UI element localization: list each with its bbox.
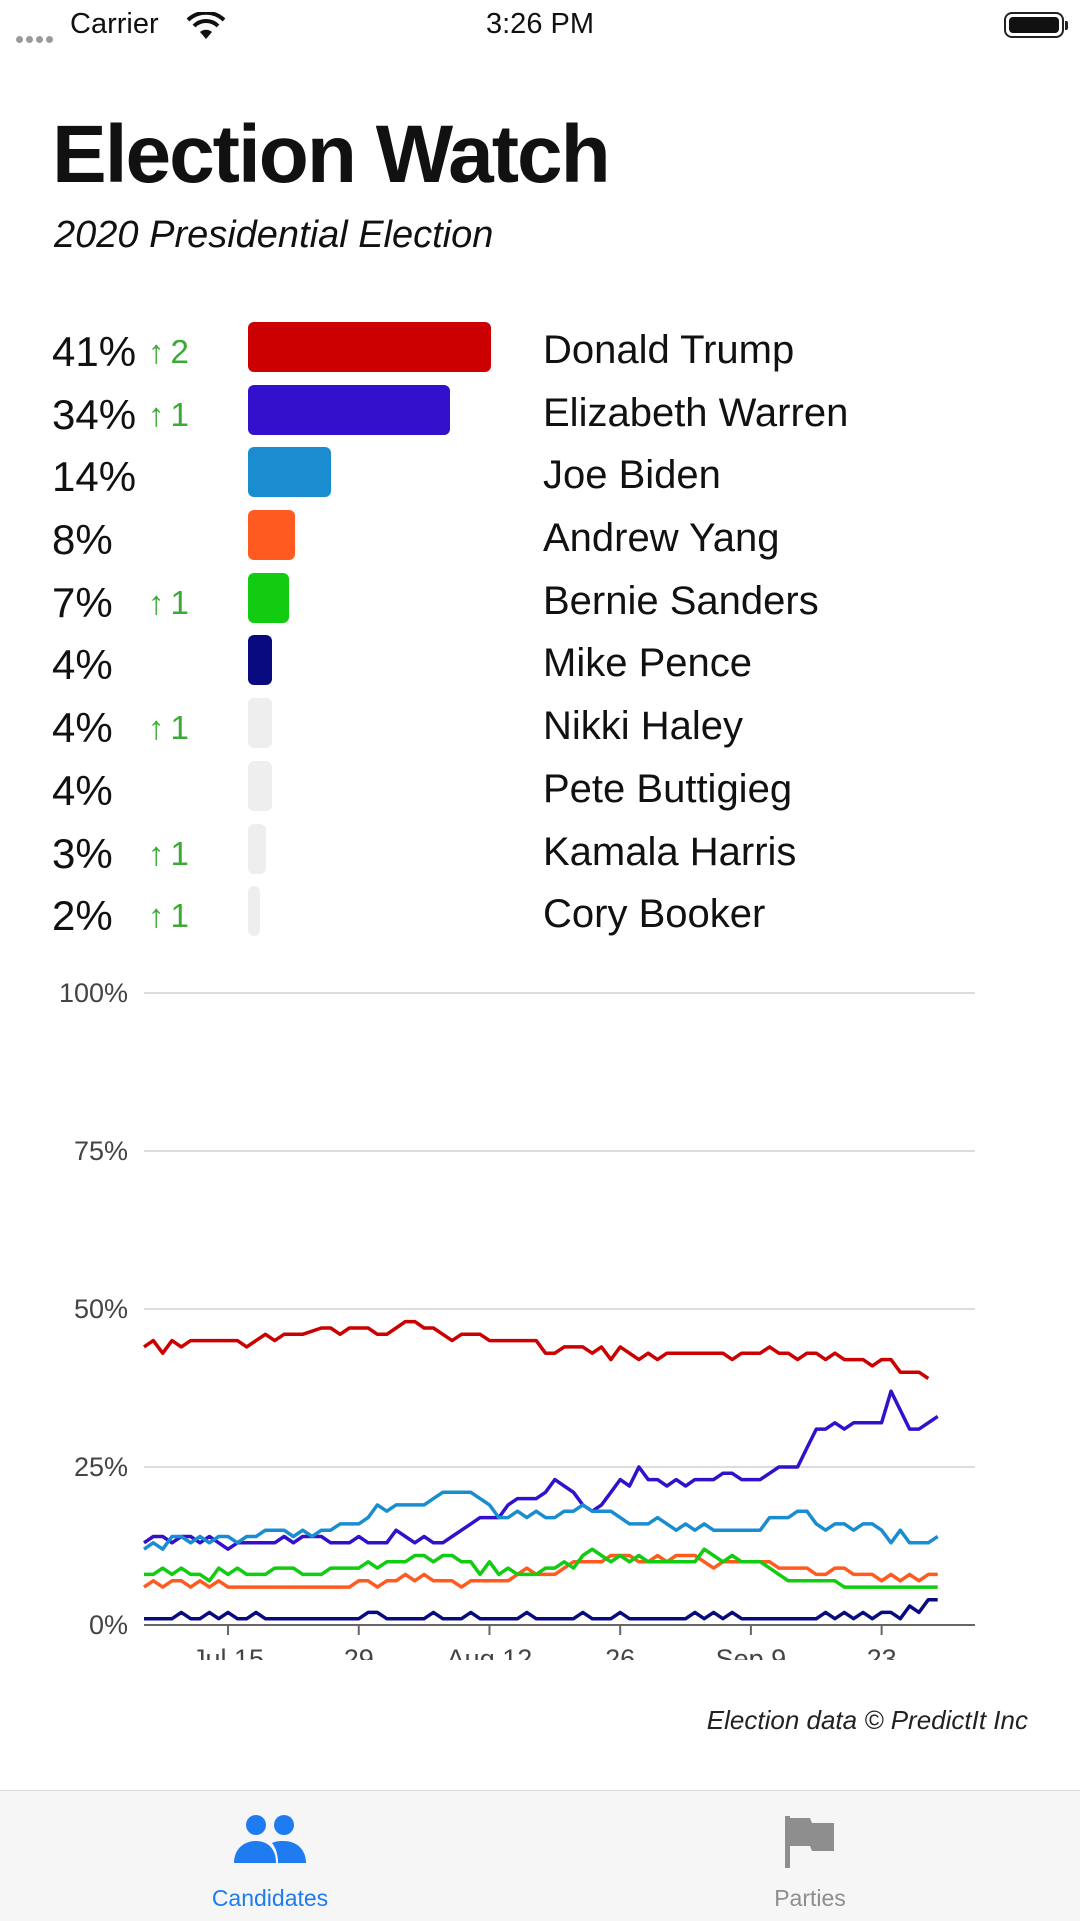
rank-change: ↑ 1	[148, 835, 189, 873]
series-line	[144, 1547, 938, 1589]
page-subtitle: 2020 Presidential Election	[54, 214, 494, 256]
carrier-label: Carrier	[70, 8, 159, 40]
data-credit: Election data © PredictIt Inc	[706, 1705, 1028, 1735]
x-tick-label: Aug 12	[447, 1644, 533, 1660]
x-tick-label: 23	[867, 1644, 897, 1660]
candidate-percent: 8%	[52, 516, 113, 564]
rank-change: ↑ 1	[148, 396, 189, 434]
y-tick-label: 50%	[74, 1294, 128, 1324]
candidate-bar	[248, 510, 296, 561]
status-time: 3:26 PM	[486, 8, 594, 40]
series-line	[143, 1389, 939, 1551]
y-tick-label: 100%	[59, 978, 128, 1008]
candidate-list: 41% ↑ 2 Donald Trump 34% ↑ 1 Elizabeth Warren 14…	[0, 322, 1080, 949]
candidate-bar	[248, 447, 331, 498]
tab-bar: Candidates Parties	[0, 1790, 1080, 1921]
rank-change-value: 1	[170, 709, 189, 747]
status-bar: Carrier 3:26 PM	[0, 0, 1080, 52]
candidate-name: Andrew Yang	[543, 516, 780, 561]
tab-parties[interactable]: Parties	[540, 1791, 1080, 1921]
candidate-row: 34% ↑ 1 Elizabeth Warren	[0, 384, 1080, 448]
arrow-up-icon: ↑	[148, 897, 165, 935]
candidate-row: 14% Joe Biden	[0, 447, 1080, 510]
battery-icon	[1004, 12, 1068, 38]
flag-icon	[540, 1813, 1080, 1874]
series-line	[143, 1553, 938, 1589]
arrow-up-icon: ↑	[148, 834, 165, 872]
arrow-up-icon: ↑	[148, 709, 165, 747]
candidate-name: Bernie Sanders	[543, 578, 819, 623]
rank-change-value: 1	[170, 583, 189, 621]
series-line	[143, 1319, 930, 1380]
candidate-row: 4% Pete Buttigieg	[0, 760, 1080, 824]
x-tick-label: Jul 15	[192, 1644, 264, 1660]
x-tick-label: 29	[344, 1644, 374, 1660]
candidate-name: Pete Buttigieg	[543, 766, 793, 811]
signal-icon	[16, 30, 56, 48]
candidate-percent: 14%	[52, 453, 137, 501]
candidate-name: Nikki Haley	[543, 704, 744, 749]
candidate-percent: 4%	[52, 766, 113, 814]
candidate-name: Joe Biden	[543, 453, 721, 498]
x-tick-label: 26	[605, 1644, 635, 1660]
page-title: Election Watch	[52, 109, 611, 200]
candidate-name: Donald Trump	[543, 328, 795, 372]
people-icon	[0, 1813, 540, 1870]
tab-candidates[interactable]: Candidates	[0, 1791, 540, 1921]
candidate-row: 4% ↑ 1 Nikki Haley	[0, 698, 1080, 761]
candidate-percent: 2%	[52, 892, 113, 940]
arrow-up-icon: ↑	[148, 583, 165, 621]
rank-change: ↑ 1	[148, 709, 189, 747]
candidate-row: 3% ↑ 1 Kamala Harris	[0, 823, 1080, 887]
candidate-percent: 41%	[52, 328, 137, 375]
y-tick-label: 25%	[74, 1452, 128, 1482]
arrow-up-icon: ↑	[148, 395, 165, 433]
series-line	[144, 1597, 938, 1621]
candidate-percent: 3%	[52, 829, 113, 877]
candidate-bar	[248, 760, 272, 811]
rank-change: ↑ 1	[148, 584, 189, 622]
candidate-bar	[248, 635, 272, 686]
rank-change-value: 1	[170, 834, 189, 872]
rank-change-value: 1	[170, 395, 189, 433]
candidate-percent: 7%	[52, 578, 113, 626]
candidate-row: 4% Mike Pence	[0, 635, 1080, 698]
candidate-bar	[248, 823, 266, 874]
y-tick-label: 0%	[89, 1610, 128, 1640]
tab-label-parties: Parties	[774, 1885, 846, 1911]
wifi-icon	[186, 10, 226, 45]
candidate-bar	[248, 322, 491, 372]
x-tick-label: Sep 9	[716, 1644, 787, 1660]
candidate-percent: 4%	[52, 641, 113, 689]
candidate-name: Mike Pence	[543, 641, 752, 686]
y-tick-label: 75%	[74, 1136, 128, 1166]
candidate-percent: 4%	[52, 704, 113, 752]
candidate-bar	[248, 886, 260, 937]
rank-change-value: 1	[170, 897, 189, 935]
candidate-bar	[248, 698, 272, 749]
series-line	[143, 1490, 939, 1551]
candidate-row: 8% Andrew Yang	[0, 510, 1080, 573]
candidate-row: 41% ↑ 2 Donald Trump	[0, 322, 1080, 385]
candidate-bar	[248, 572, 290, 623]
candidate-percent: 34%	[52, 390, 137, 438]
tab-label-candidates: Candidates	[211, 1885, 329, 1911]
candidate-bar	[248, 384, 450, 435]
rank-change: ↑ 2	[148, 333, 189, 371]
rank-change-value: 2	[170, 333, 189, 370]
arrow-up-icon: ↑	[148, 333, 165, 370]
candidate-name: Kamala Harris	[543, 829, 797, 874]
candidate-row: 2% ↑ 1 Cory Booker	[0, 886, 1080, 949]
candidate-name: Cory Booker	[543, 892, 766, 937]
candidate-row: 7% ↑ 1 Bernie Sanders	[0, 572, 1080, 636]
candidate-name: Elizabeth Warren	[543, 390, 849, 435]
trend-chart: 100% 75% 50% 25% 0% Jul 15 29 Aug 12 26 Sep 9 23	[59, 978, 975, 1660]
rank-change: ↑ 1	[148, 897, 189, 935]
